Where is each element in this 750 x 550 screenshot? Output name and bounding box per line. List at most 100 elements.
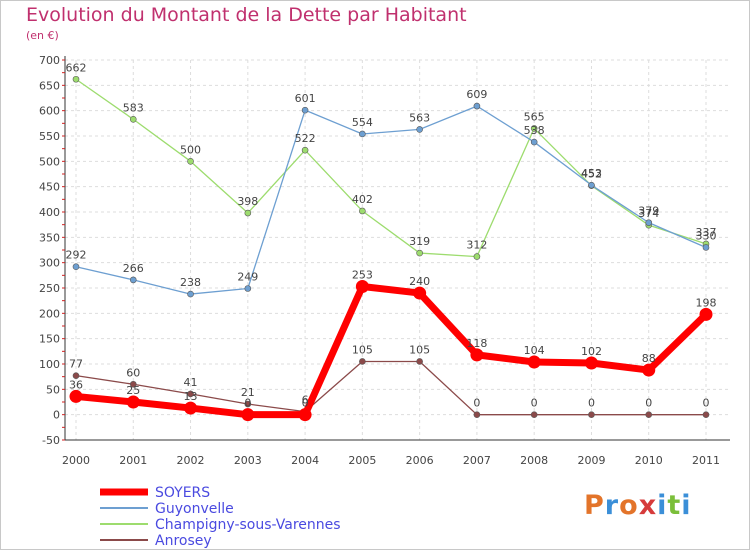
x-tick-label: 2004 [291,454,319,467]
data-label: 453 [581,167,602,180]
data-point [72,263,80,271]
data-label: 0 [473,397,480,410]
data-point [588,411,595,418]
data-label: 253 [352,268,373,281]
data-point [301,146,309,154]
data-point [642,363,656,377]
data-point [126,395,140,409]
data-label: 554 [352,116,373,129]
logo-letter: x [638,490,658,521]
data-point [473,102,481,110]
data-point [298,408,312,422]
x-tick-label: 2001 [119,454,147,467]
data-point [129,380,137,388]
data-label: 0 [588,397,595,410]
x-tick-label: 2007 [463,454,491,467]
chart-title: Evolution du Montant de la Dette par Hab… [26,4,467,26]
data-label: 102 [581,345,602,358]
y-tick-label: 700 [39,54,60,67]
legend: SOYERSGuyonvelleChampigny-sous-VarennesA… [100,485,341,549]
data-label: 77 [69,358,83,371]
data-point [702,411,710,418]
y-tick-label: -50 [42,434,60,447]
y-tick-label: 400 [39,206,60,219]
x-tick-label: 2003 [234,454,262,467]
data-point [413,286,427,300]
data-point [530,411,538,418]
grid-layer [65,59,730,441]
x-tick-label: 2006 [406,454,434,467]
series-line-soyers [75,282,709,419]
data-label: 522 [295,132,316,145]
data-label: 36 [69,378,83,391]
logo-letter: t [667,490,682,521]
data-label: 402 [352,193,373,206]
data-point [588,181,595,189]
data-label: 452 [581,168,602,181]
x-tick-label: 2011 [692,454,720,467]
logo-letter: i [681,490,692,521]
data-point [72,75,80,83]
data-label: 238 [180,276,201,289]
data-label: 13 [184,390,198,403]
data-point [416,249,423,257]
data-label: 249 [237,271,258,284]
data-point [244,285,252,292]
data-point [645,219,653,226]
data-point [129,276,137,284]
data-label: 198 [696,296,717,309]
data-label: 565 [524,110,545,123]
chart-unit-label: (en €) [26,29,59,42]
data-label-layer: 36 25 13 0 0 253 240 118 104 102 88 198 292 266 238 249… [66,61,717,409]
x-tick-label: 2009 [577,454,605,467]
x-tick-label: 2002 [177,454,205,467]
y-tick-label: 550 [39,130,60,143]
x-tick-label: 2010 [635,454,663,467]
data-point [184,401,198,415]
data-point [359,130,366,138]
data-label: 374 [638,207,659,220]
data-point [359,358,366,365]
data-point [187,390,194,398]
y-tick-label: 500 [39,155,60,168]
legend-label: Anrosey [155,533,212,549]
data-point [473,253,481,260]
data-point [69,389,83,403]
logo-letter: P [584,490,605,521]
data-label: 319 [409,235,430,248]
data-label: 337 [696,226,717,239]
data-point [527,355,541,369]
data-label: 601 [295,92,316,105]
legend-label: SOYERS [155,485,210,501]
logo-letter: o [619,490,639,521]
y-tick-label: 100 [39,358,60,371]
data-label: 266 [123,262,144,275]
data-label: 398 [237,195,258,208]
data-label: 0 [645,397,652,410]
data-label: 500 [180,143,201,156]
data-label: 104 [524,344,545,357]
data-point [470,348,484,362]
data-label: 60 [126,366,140,379]
x-tick-label: 2005 [348,454,376,467]
series-line-guyonvelle [75,105,707,295]
data-point [416,126,423,133]
legend-label: Guyonvelle [155,501,234,517]
data-point [530,125,538,132]
data-label: 105 [352,343,373,356]
axis-layer: -500501001502002503003504004505005506006… [39,54,730,467]
data-label: 25 [126,384,140,397]
y-tick-label: 650 [39,79,60,92]
data-point [359,207,366,215]
data-label: 0 [531,397,538,410]
data-label: 330 [696,229,717,242]
data-label: 118 [466,337,487,350]
data-point [187,158,194,165]
data-label: 563 [409,111,430,124]
x-tick-label: 2008 [520,454,548,467]
data-label: 292 [66,249,87,262]
data-label: 21 [241,386,255,399]
y-tick-label: 200 [39,307,60,320]
y-tick-label: 150 [39,333,60,346]
